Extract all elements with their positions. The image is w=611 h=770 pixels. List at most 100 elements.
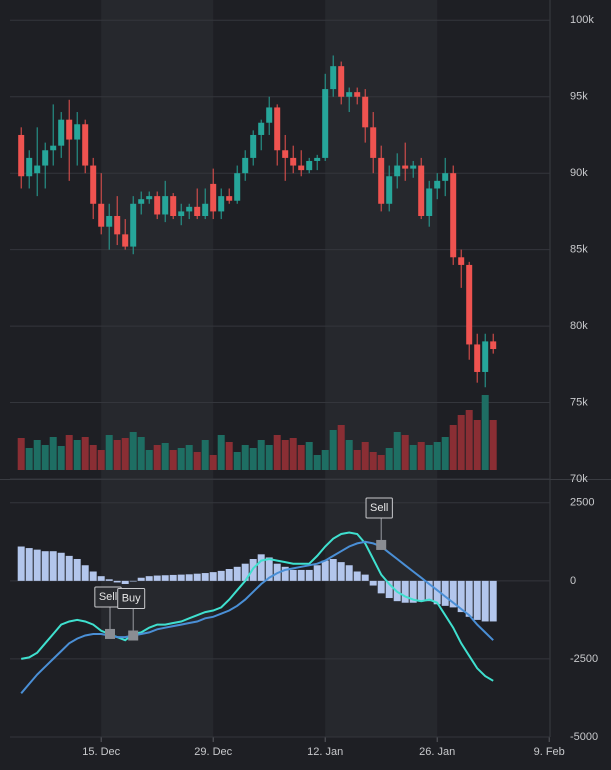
histogram-bar	[353, 571, 361, 581]
volume-bar	[169, 450, 177, 470]
histogram-bar	[329, 559, 337, 581]
volume-bar	[161, 443, 169, 470]
volume-bar	[153, 445, 161, 470]
volume-bar	[185, 445, 193, 470]
candle-body	[330, 66, 337, 90]
histogram-bar	[489, 580, 497, 622]
histogram-bar	[169, 574, 177, 581]
y-tick-label: 85k	[570, 244, 588, 256]
candle-body	[434, 180, 441, 189]
volume-bar	[57, 446, 65, 470]
histogram-bar	[209, 572, 217, 581]
candle-body	[370, 127, 377, 158]
histogram-bar	[409, 580, 417, 603]
histogram-bar	[281, 566, 289, 581]
histogram-bar	[97, 576, 105, 581]
candle-body	[98, 203, 105, 227]
histogram-bar	[265, 557, 273, 581]
volume-bar	[393, 432, 401, 470]
histogram-bar	[33, 549, 41, 581]
candle-body	[66, 119, 73, 140]
candle-body	[322, 89, 329, 158]
candle-body	[18, 134, 25, 177]
histogram-bar	[73, 559, 81, 581]
volume-bar	[457, 415, 465, 470]
annotation-box	[365, 497, 393, 519]
volume-bar	[489, 420, 497, 470]
histogram-bar	[449, 580, 457, 608]
annotation-label: Sell	[99, 591, 117, 603]
candle-body	[210, 183, 217, 212]
candle-body	[490, 341, 497, 350]
candle-body	[402, 165, 409, 169]
candle-body	[114, 216, 121, 235]
candle-body	[450, 173, 457, 258]
volume-bar	[33, 440, 41, 470]
annotation-marker	[376, 539, 387, 550]
candle-body	[474, 344, 481, 372]
candle-body	[50, 145, 57, 151]
volume-bar	[145, 450, 153, 470]
volume-bar	[201, 440, 209, 470]
candle-body	[90, 165, 97, 204]
volume-bar	[441, 437, 449, 470]
candle-body	[58, 119, 65, 146]
histogram-bar	[177, 574, 185, 581]
volume-bar	[313, 455, 321, 470]
candle-body	[266, 107, 273, 123]
candle-body	[354, 92, 361, 97]
volume-bar	[321, 450, 329, 470]
histogram-bar	[225, 568, 233, 581]
x-tick-label: 29. Dec	[194, 746, 232, 758]
volume-bar	[465, 410, 473, 470]
histogram-bar	[17, 546, 25, 581]
candle-body	[130, 203, 137, 247]
candle-body	[386, 176, 393, 204]
week-band	[101, 0, 214, 737]
candle-body	[314, 157, 321, 161]
volume-bar	[345, 440, 353, 470]
histogram-bar	[65, 555, 73, 581]
macd-line	[21, 531, 494, 682]
volume-bar	[361, 442, 369, 470]
volume-bar	[353, 450, 361, 470]
y-tick-label: 75k	[570, 396, 588, 408]
candle-body	[410, 165, 417, 169]
volume-bar	[401, 435, 409, 470]
candle-body	[226, 196, 233, 201]
candle-body	[82, 124, 89, 166]
histogram-bar	[345, 565, 353, 581]
volume-bar	[89, 445, 97, 470]
volume-bar	[121, 438, 129, 470]
x-tick-label: 26. Jan	[419, 746, 455, 758]
histogram-bar	[89, 571, 97, 581]
histogram-bar	[337, 562, 345, 581]
histogram-bar	[305, 569, 313, 581]
histogram-bar	[361, 574, 369, 581]
candle-body	[106, 216, 113, 227]
y-tick-label: 95k	[570, 91, 588, 103]
volume-bar	[241, 445, 249, 470]
histogram-bar	[297, 569, 305, 581]
histogram-bar	[313, 565, 321, 581]
candle-body	[138, 199, 145, 204]
histogram-bar	[481, 580, 489, 622]
candle-body	[170, 196, 177, 217]
candle-body	[274, 107, 281, 151]
candle-body	[242, 157, 249, 174]
y-tick-label: 70k	[570, 473, 588, 485]
volume-bar	[425, 445, 433, 470]
histogram-bar	[217, 570, 225, 581]
volume-bar	[137, 437, 145, 470]
histogram-bar	[321, 560, 329, 581]
histogram-bar	[233, 566, 241, 581]
volume-bar	[481, 395, 489, 470]
candle-body	[482, 341, 489, 372]
volume-bar	[129, 432, 137, 470]
histogram-bar	[241, 563, 249, 581]
histogram-bar	[81, 565, 89, 581]
volume-bar	[385, 448, 393, 470]
histogram-bar	[385, 580, 393, 599]
